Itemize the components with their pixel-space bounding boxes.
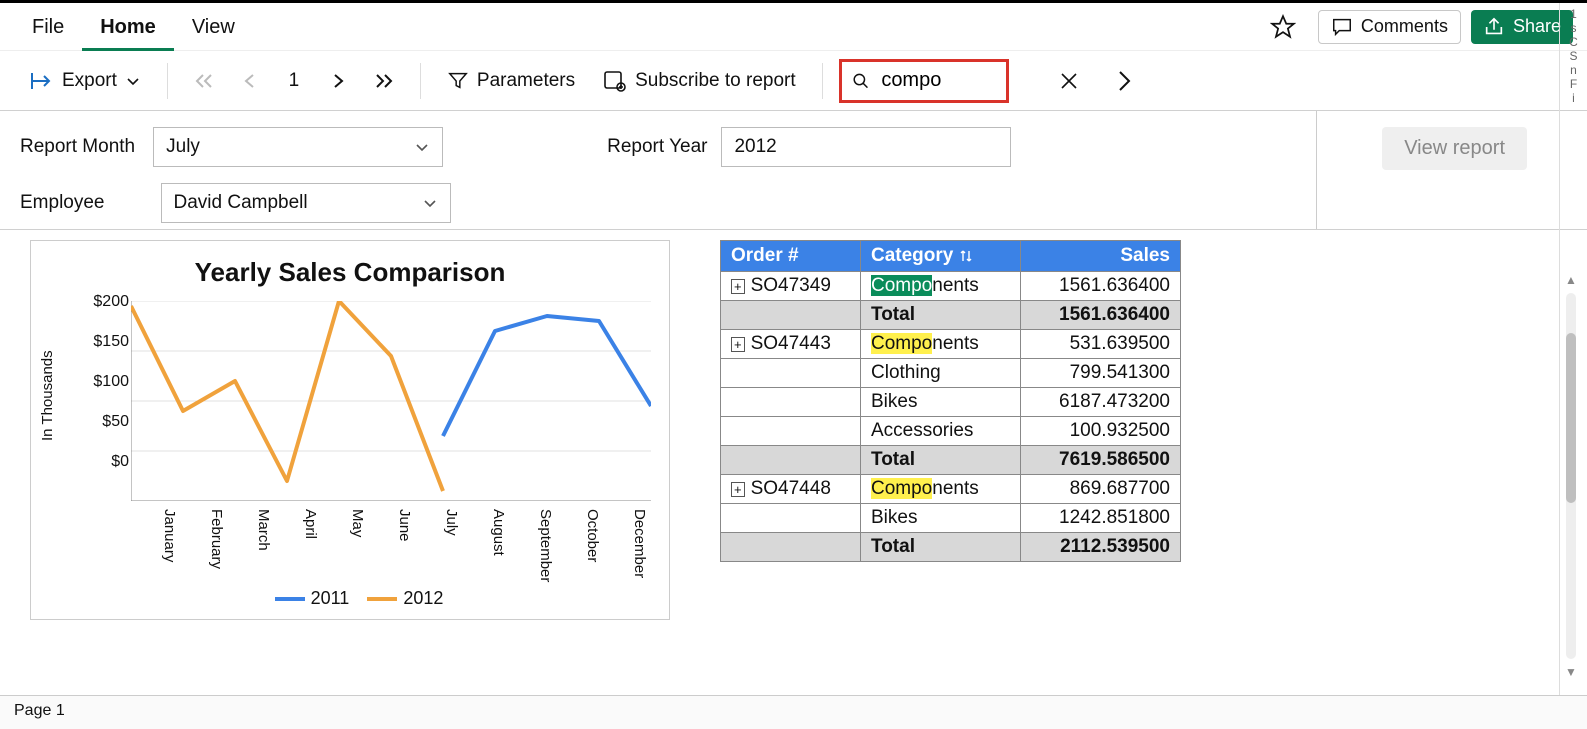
subscribe-label: Subscribe to report <box>635 70 796 92</box>
table-row: Total 2112.539500 <box>721 533 1181 562</box>
chevron-down-icon <box>422 195 438 211</box>
report-body: Yearly Sales Comparison In Thousands $20… <box>0 230 1587 660</box>
search-box[interactable] <box>839 59 1009 103</box>
parameter-panel: Report Month July Report Year 2012 Emplo… <box>0 111 1587 230</box>
table-row: Accessories 100.932500 <box>721 417 1181 446</box>
table-row: +SO47349 Components 1561.636400 <box>721 272 1181 301</box>
chart-title: Yearly Sales Comparison <box>41 257 659 288</box>
search-clear-button[interactable] <box>1057 69 1081 93</box>
table-row: +SO47443 Components 531.639500 <box>721 330 1181 359</box>
share-label: Share <box>1513 16 1561 37</box>
parameters-button[interactable]: Parameters <box>437 61 585 101</box>
page-next-button[interactable] <box>322 61 356 101</box>
comments-button[interactable]: Comments <box>1318 10 1461 44</box>
menu-view[interactable]: View <box>174 3 253 51</box>
search-icon <box>852 70 870 92</box>
favorite-button[interactable] <box>1258 10 1308 44</box>
page-prev-button[interactable] <box>232 61 266 101</box>
page-number: 1 <box>274 70 314 92</box>
search-next-button[interactable] <box>1113 69 1137 93</box>
table-row: Total 1561.636400 <box>721 301 1181 330</box>
subscribe-icon <box>603 70 627 92</box>
param-employee-dropdown[interactable]: David Campbell <box>161 183 451 223</box>
chart-yaxis-title: In Thousands <box>39 350 56 441</box>
page-first-button[interactable] <box>184 61 224 101</box>
param-month-label: Report Month <box>20 136 135 158</box>
param-month-dropdown[interactable]: July <box>153 127 443 167</box>
table-row: +SO47448 Components 869.687700 <box>721 475 1181 504</box>
page-last-button[interactable] <box>364 61 404 101</box>
page-indicator: Page 1 <box>14 702 65 719</box>
param-month-value: July <box>166 136 200 158</box>
param-year-label: Report Year <box>607 136 707 158</box>
sales-chart: Yearly Sales Comparison In Thousands $20… <box>30 240 670 620</box>
star-icon <box>1270 14 1296 40</box>
next-icon <box>332 73 346 89</box>
view-report-button[interactable]: View report <box>1382 127 1527 170</box>
table-row: Clothing 799.541300 <box>721 359 1181 388</box>
chart-plot <box>131 301 651 501</box>
chevron-right-icon <box>1116 70 1134 92</box>
sales-table: Order #Category Sales +SO47349 Component… <box>720 240 1181 562</box>
param-employee-value: David Campbell <box>174 192 308 214</box>
prev-icon <box>242 73 256 89</box>
first-icon <box>194 73 214 89</box>
chevron-down-icon <box>414 139 430 155</box>
param-year-value: 2012 <box>734 136 776 158</box>
table-row: Total 7619.586500 <box>721 446 1181 475</box>
share-button[interactable]: Share <box>1471 10 1573 44</box>
chart-x-ticks: JanuaryFebruaryMarchAprilMayJuneJulyAugu… <box>131 509 651 582</box>
chart-y-ticks: $200$150$100$50$0 <box>89 293 129 493</box>
table-row: Bikes 6187.473200 <box>721 388 1181 417</box>
toolbar: Export 1 Parameters Subscribe to report <box>0 51 1587 111</box>
param-divider <box>1316 111 1317 229</box>
menu-home[interactable]: Home <box>82 3 174 51</box>
param-year-input[interactable]: 2012 <box>721 127 1011 167</box>
export-label: Export <box>62 70 117 92</box>
last-icon <box>374 73 394 89</box>
menubar: File Home View Comments Share <box>0 3 1587 51</box>
export-icon <box>30 71 54 91</box>
sales-table-container: Order #Category Sales +SO47349 Component… <box>720 240 1181 660</box>
chevron-down-icon <box>125 73 141 89</box>
export-button[interactable]: Export <box>20 61 151 101</box>
funnel-icon <box>447 70 469 92</box>
chart-legend: 20112012 <box>31 588 669 609</box>
comments-label: Comments <box>1361 16 1448 37</box>
share-icon <box>1483 16 1505 38</box>
comment-icon <box>1331 16 1353 38</box>
subscribe-button[interactable]: Subscribe to report <box>593 61 806 101</box>
status-bar: Page 1 <box>0 695 1587 729</box>
parameters-label: Parameters <box>477 70 575 92</box>
param-employee-label: Employee <box>20 192 105 214</box>
search-input[interactable] <box>879 68 995 93</box>
close-icon <box>1059 71 1079 91</box>
table-row: Bikes 1242.851800 <box>721 504 1181 533</box>
right-gutter: 1sCSnFi <box>1559 3 1587 695</box>
menu-file[interactable]: File <box>14 3 82 51</box>
